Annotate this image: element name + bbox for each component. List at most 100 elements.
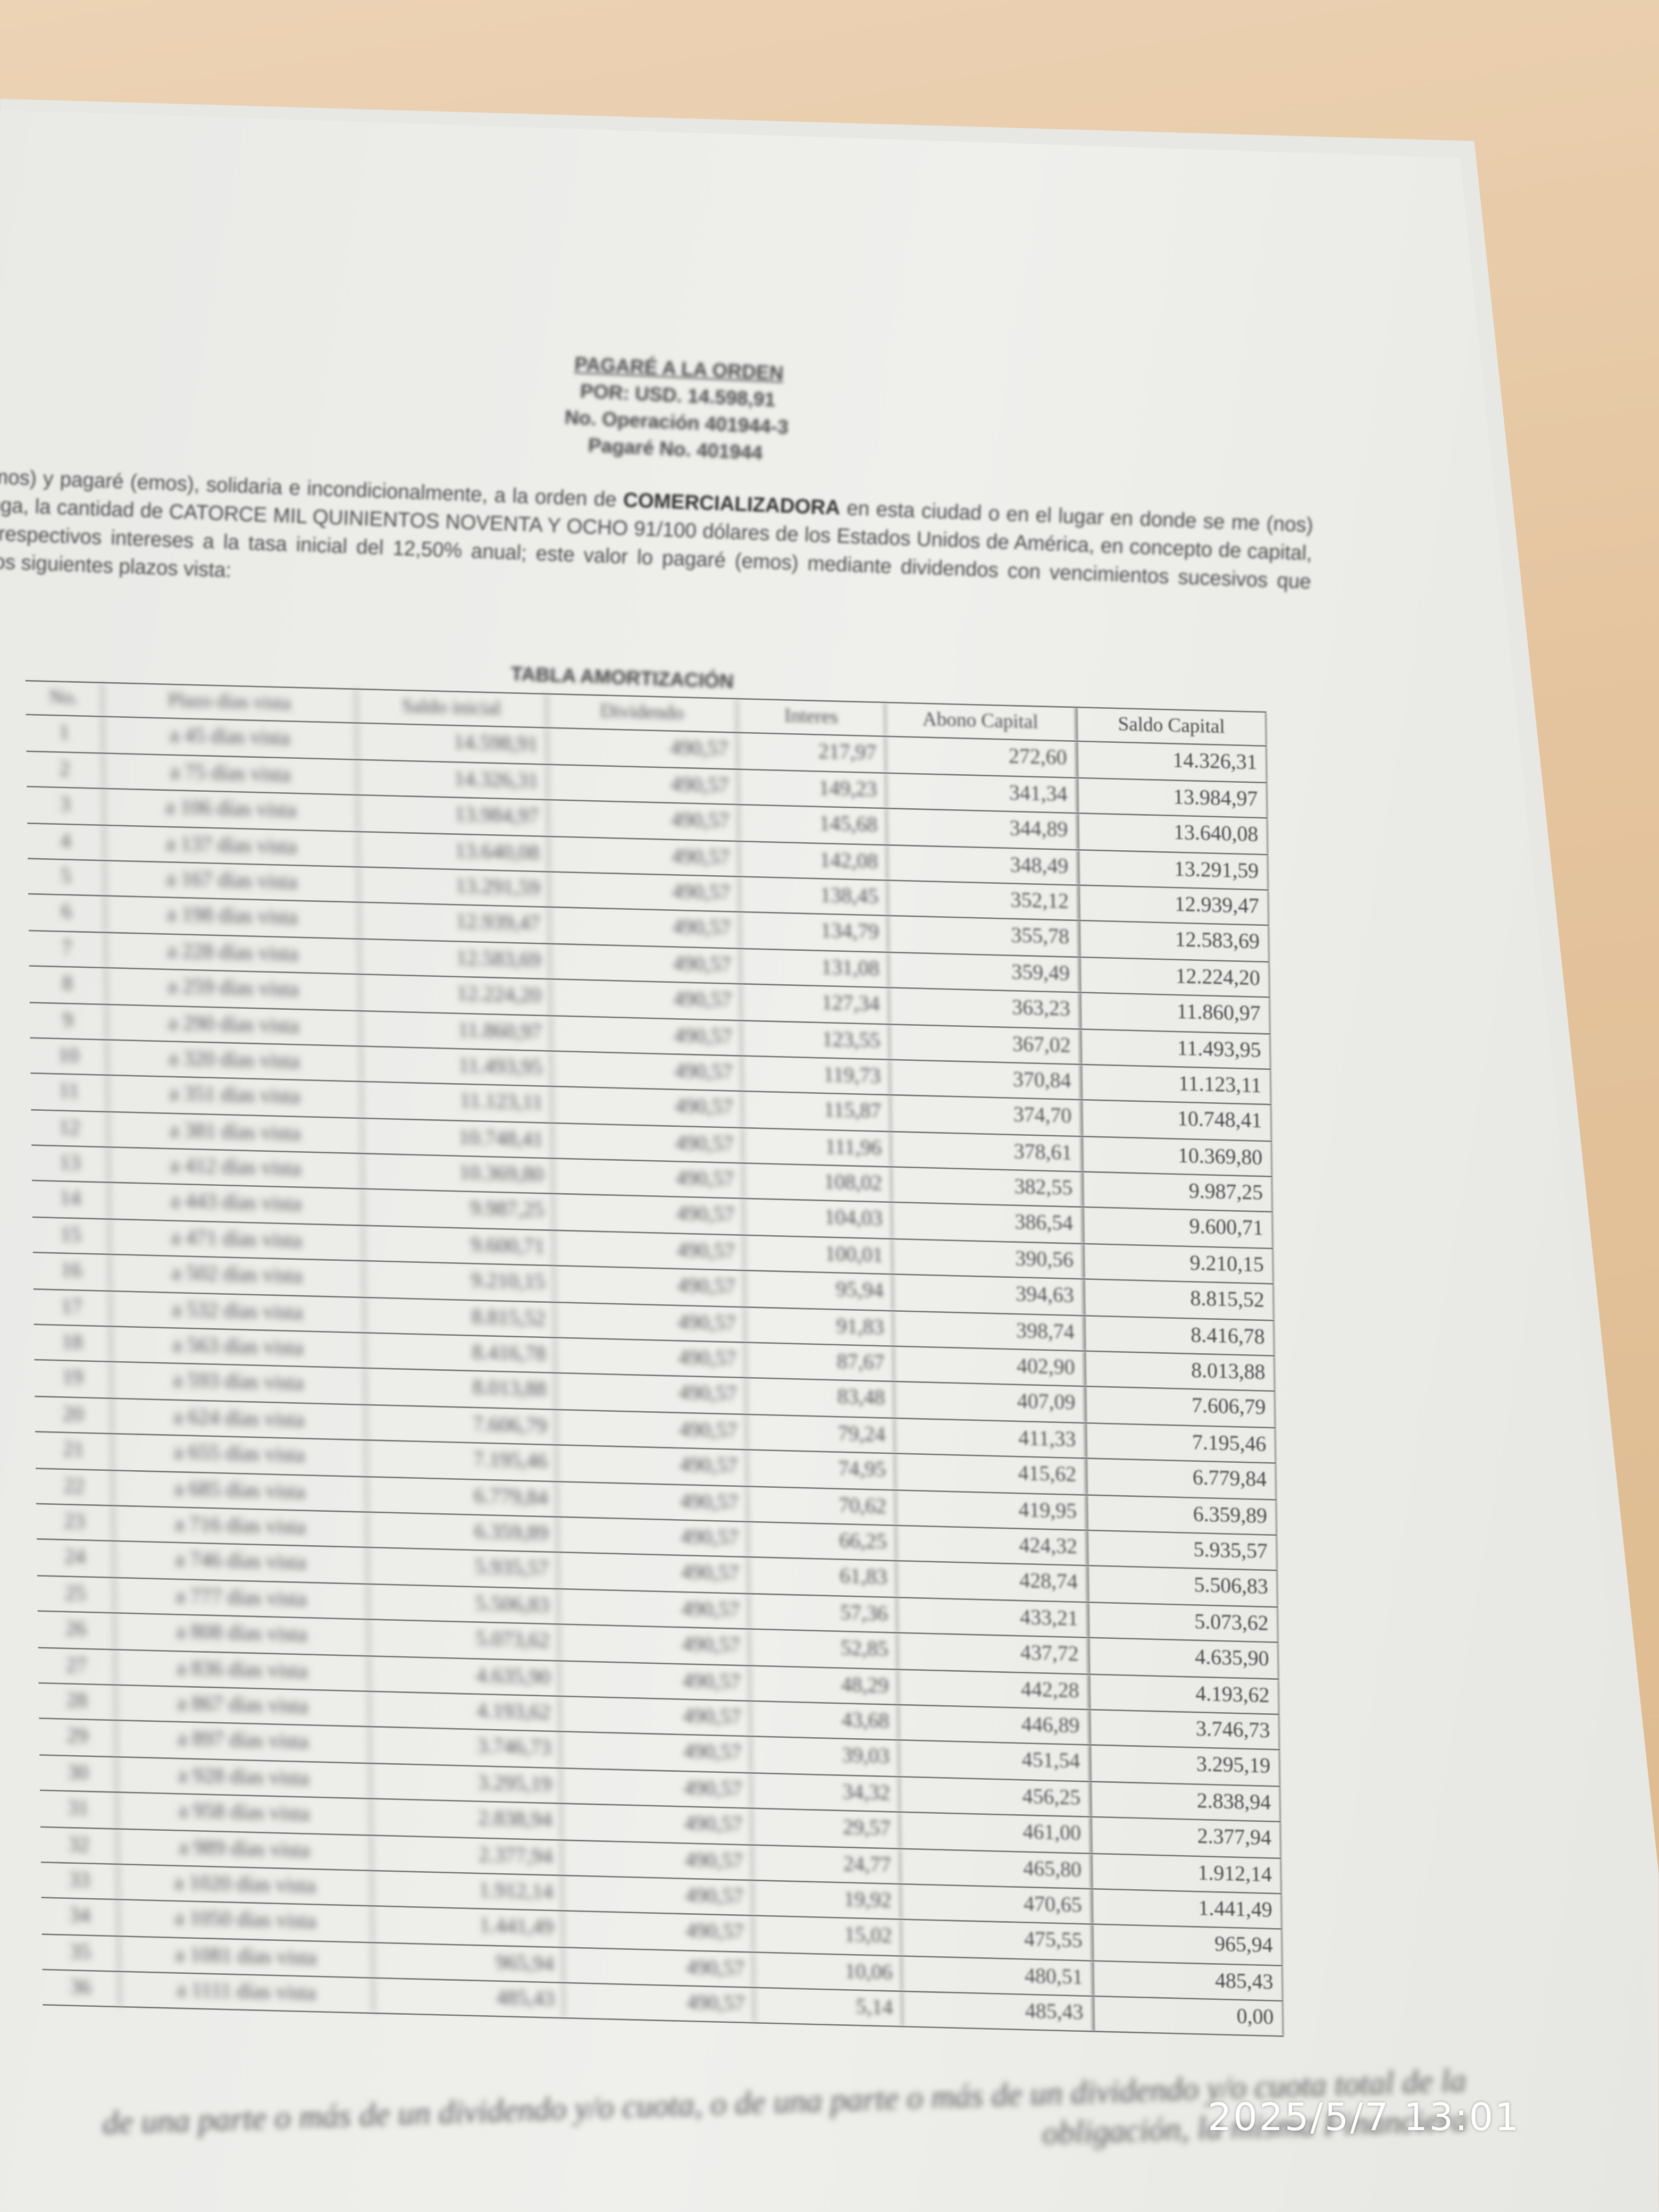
cell-closing-balance: 4.193,62 <box>1088 1674 1280 1714</box>
cell-term: a 1050 días vista <box>119 1900 373 1942</box>
cell-installment: 490,57 <box>555 1267 746 1306</box>
cell-closing-balance: 9.600,71 <box>1083 1208 1273 1248</box>
cell-closing-balance: 6.779,84 <box>1086 1459 1277 1499</box>
cell-closing-balance: 1.912,14 <box>1091 1853 1282 1893</box>
amortization-table: No. Plazo días vista Saldo inicial Dividend… <box>25 680 1284 2038</box>
cell-interest: 57,36 <box>749 1594 898 1632</box>
cell-installment: 490,57 <box>549 872 741 912</box>
cell-interest: 100,01 <box>744 1235 893 1274</box>
cell-number: 20 <box>35 1396 113 1434</box>
cell-term: a 502 días vista <box>110 1255 365 1296</box>
cell-closing-balance: 14.326,31 <box>1076 742 1268 782</box>
cell-opening-balance: 6.779,84 <box>367 1477 558 1516</box>
cell-principal-payment: 433,21 <box>897 1597 1088 1637</box>
cell-number: 10 <box>30 1038 108 1075</box>
cell-principal-payment: 374,70 <box>891 1096 1082 1136</box>
cell-term: a 655 días vista <box>113 1435 367 1476</box>
cell-principal-payment: 394,63 <box>893 1275 1084 1315</box>
cell-number: 3 <box>27 787 105 824</box>
cell-interest: 24,77 <box>752 1845 901 1883</box>
cell-closing-balance: 4.635,90 <box>1088 1638 1279 1678</box>
cell-closing-balance: 12.583,69 <box>1078 921 1270 961</box>
cell-opening-balance: 5.935,57 <box>368 1548 559 1588</box>
cell-closing-balance: 13.984,97 <box>1077 778 1268 818</box>
cell-term: a 685 días vista <box>113 1470 368 1512</box>
cell-principal-payment: 341,34 <box>886 773 1078 813</box>
cell-principal-payment: 475,55 <box>901 1920 1093 1960</box>
cell-number: 24 <box>36 1540 115 1577</box>
cell-closing-balance: 13.291,59 <box>1078 850 1269 890</box>
cell-closing-balance: 5.506,83 <box>1087 1566 1278 1606</box>
cell-closing-balance: 13.640,08 <box>1077 814 1269 853</box>
cell-term: a 351 días vista <box>108 1076 363 1117</box>
cell-principal-payment: 386,54 <box>892 1203 1083 1243</box>
cell-term: a 443 días vista <box>109 1184 364 1225</box>
cell-term: a 867 días vista <box>116 1685 371 1727</box>
cell-opening-balance: 10.369,80 <box>363 1154 554 1194</box>
document-heading: PAGARÉ A LA ORDEN POR: USD. 14.598,91 No… <box>477 347 877 472</box>
cell-installment: 490,57 <box>564 1983 755 2023</box>
cell-term: a 198 días vista <box>105 896 361 938</box>
cell-number: 13 <box>31 1146 110 1183</box>
cell-opening-balance: 965,94 <box>373 1942 564 1982</box>
cell-installment: 490,57 <box>556 1374 747 1414</box>
header-term: Plazo días vista <box>103 683 357 723</box>
header-installment: Dividendo <box>547 694 738 733</box>
cell-closing-balance: 1.441,49 <box>1091 1889 1283 1929</box>
cell-interest: 138,45 <box>740 877 889 916</box>
cell-closing-balance: 8.416,78 <box>1084 1316 1275 1355</box>
cell-opening-balance: 7.195,46 <box>366 1441 558 1480</box>
header-closing-balance: Saldo Capital <box>1076 708 1267 746</box>
cell-opening-balance: 10.748,41 <box>362 1118 554 1158</box>
cell-interest: 104,03 <box>744 1200 893 1238</box>
cell-term: a 563 días vista <box>111 1327 366 1368</box>
cell-number: 28 <box>38 1683 117 1720</box>
cell-installment: 490,57 <box>549 836 740 876</box>
cell-number: 22 <box>36 1468 114 1505</box>
cell-number: 2 <box>26 751 105 789</box>
cell-opening-balance: 4.635,90 <box>369 1656 560 1696</box>
cell-installment: 490,57 <box>554 1195 745 1235</box>
cell-number: 15 <box>32 1217 111 1254</box>
cell-installment: 490,57 <box>555 1302 746 1342</box>
cell-number: 9 <box>29 1002 108 1039</box>
cell-installment: 490,57 <box>551 979 742 1019</box>
cell-opening-balance: 5.073,62 <box>368 1620 560 1660</box>
cell-number: 19 <box>34 1361 113 1397</box>
cell-opening-balance: 8.416,78 <box>365 1333 556 1373</box>
cell-closing-balance: 11.860,97 <box>1079 993 1271 1033</box>
cell-installment: 490,57 <box>550 944 742 984</box>
cell-interest: 5,14 <box>754 1988 903 2027</box>
cell-interest: 70,62 <box>748 1486 896 1525</box>
cell-term: a 75 días vista <box>104 753 358 795</box>
cell-installment: 490,57 <box>551 1016 742 1055</box>
cell-interest: 95,94 <box>745 1271 894 1310</box>
cell-number: 5 <box>28 859 106 896</box>
cell-interest: 111,96 <box>743 1128 892 1167</box>
cell-interest: 87,67 <box>746 1343 895 1381</box>
cell-opening-balance: 11.493,95 <box>361 1046 552 1086</box>
cell-principal-payment: 352,12 <box>888 881 1079 920</box>
cell-closing-balance: 8.815,52 <box>1083 1280 1275 1320</box>
cell-principal-payment: 428,74 <box>896 1562 1088 1602</box>
cell-principal-payment: 272,60 <box>886 738 1077 777</box>
cell-term: a 381 días vista <box>108 1112 363 1153</box>
cell-closing-balance: 485,43 <box>1092 1961 1284 2000</box>
cell-term: a 928 días vista <box>117 1757 372 1798</box>
cell-principal-payment: 465,80 <box>900 1848 1092 1888</box>
cell-number: 4 <box>27 823 106 860</box>
cell-principal-payment: 355,78 <box>888 917 1079 957</box>
cell-term: a 106 días vista <box>104 789 359 831</box>
cell-number: 11 <box>30 1074 109 1111</box>
cell-interest: 134,79 <box>740 913 889 951</box>
cell-opening-balance: 2.377,94 <box>372 1835 563 1875</box>
cell-number: 36 <box>42 1970 121 2007</box>
cell-number: 8 <box>29 967 107 1003</box>
cell-interest: 66,25 <box>748 1522 897 1561</box>
cell-installment: 490,57 <box>558 1518 749 1557</box>
cell-closing-balance: 10.748,41 <box>1081 1101 1272 1141</box>
cell-number: 30 <box>39 1755 118 1792</box>
cell-opening-balance: 9.210,15 <box>364 1262 556 1301</box>
cell-number: 17 <box>33 1289 112 1326</box>
cell-term: a 593 días vista <box>112 1363 366 1404</box>
